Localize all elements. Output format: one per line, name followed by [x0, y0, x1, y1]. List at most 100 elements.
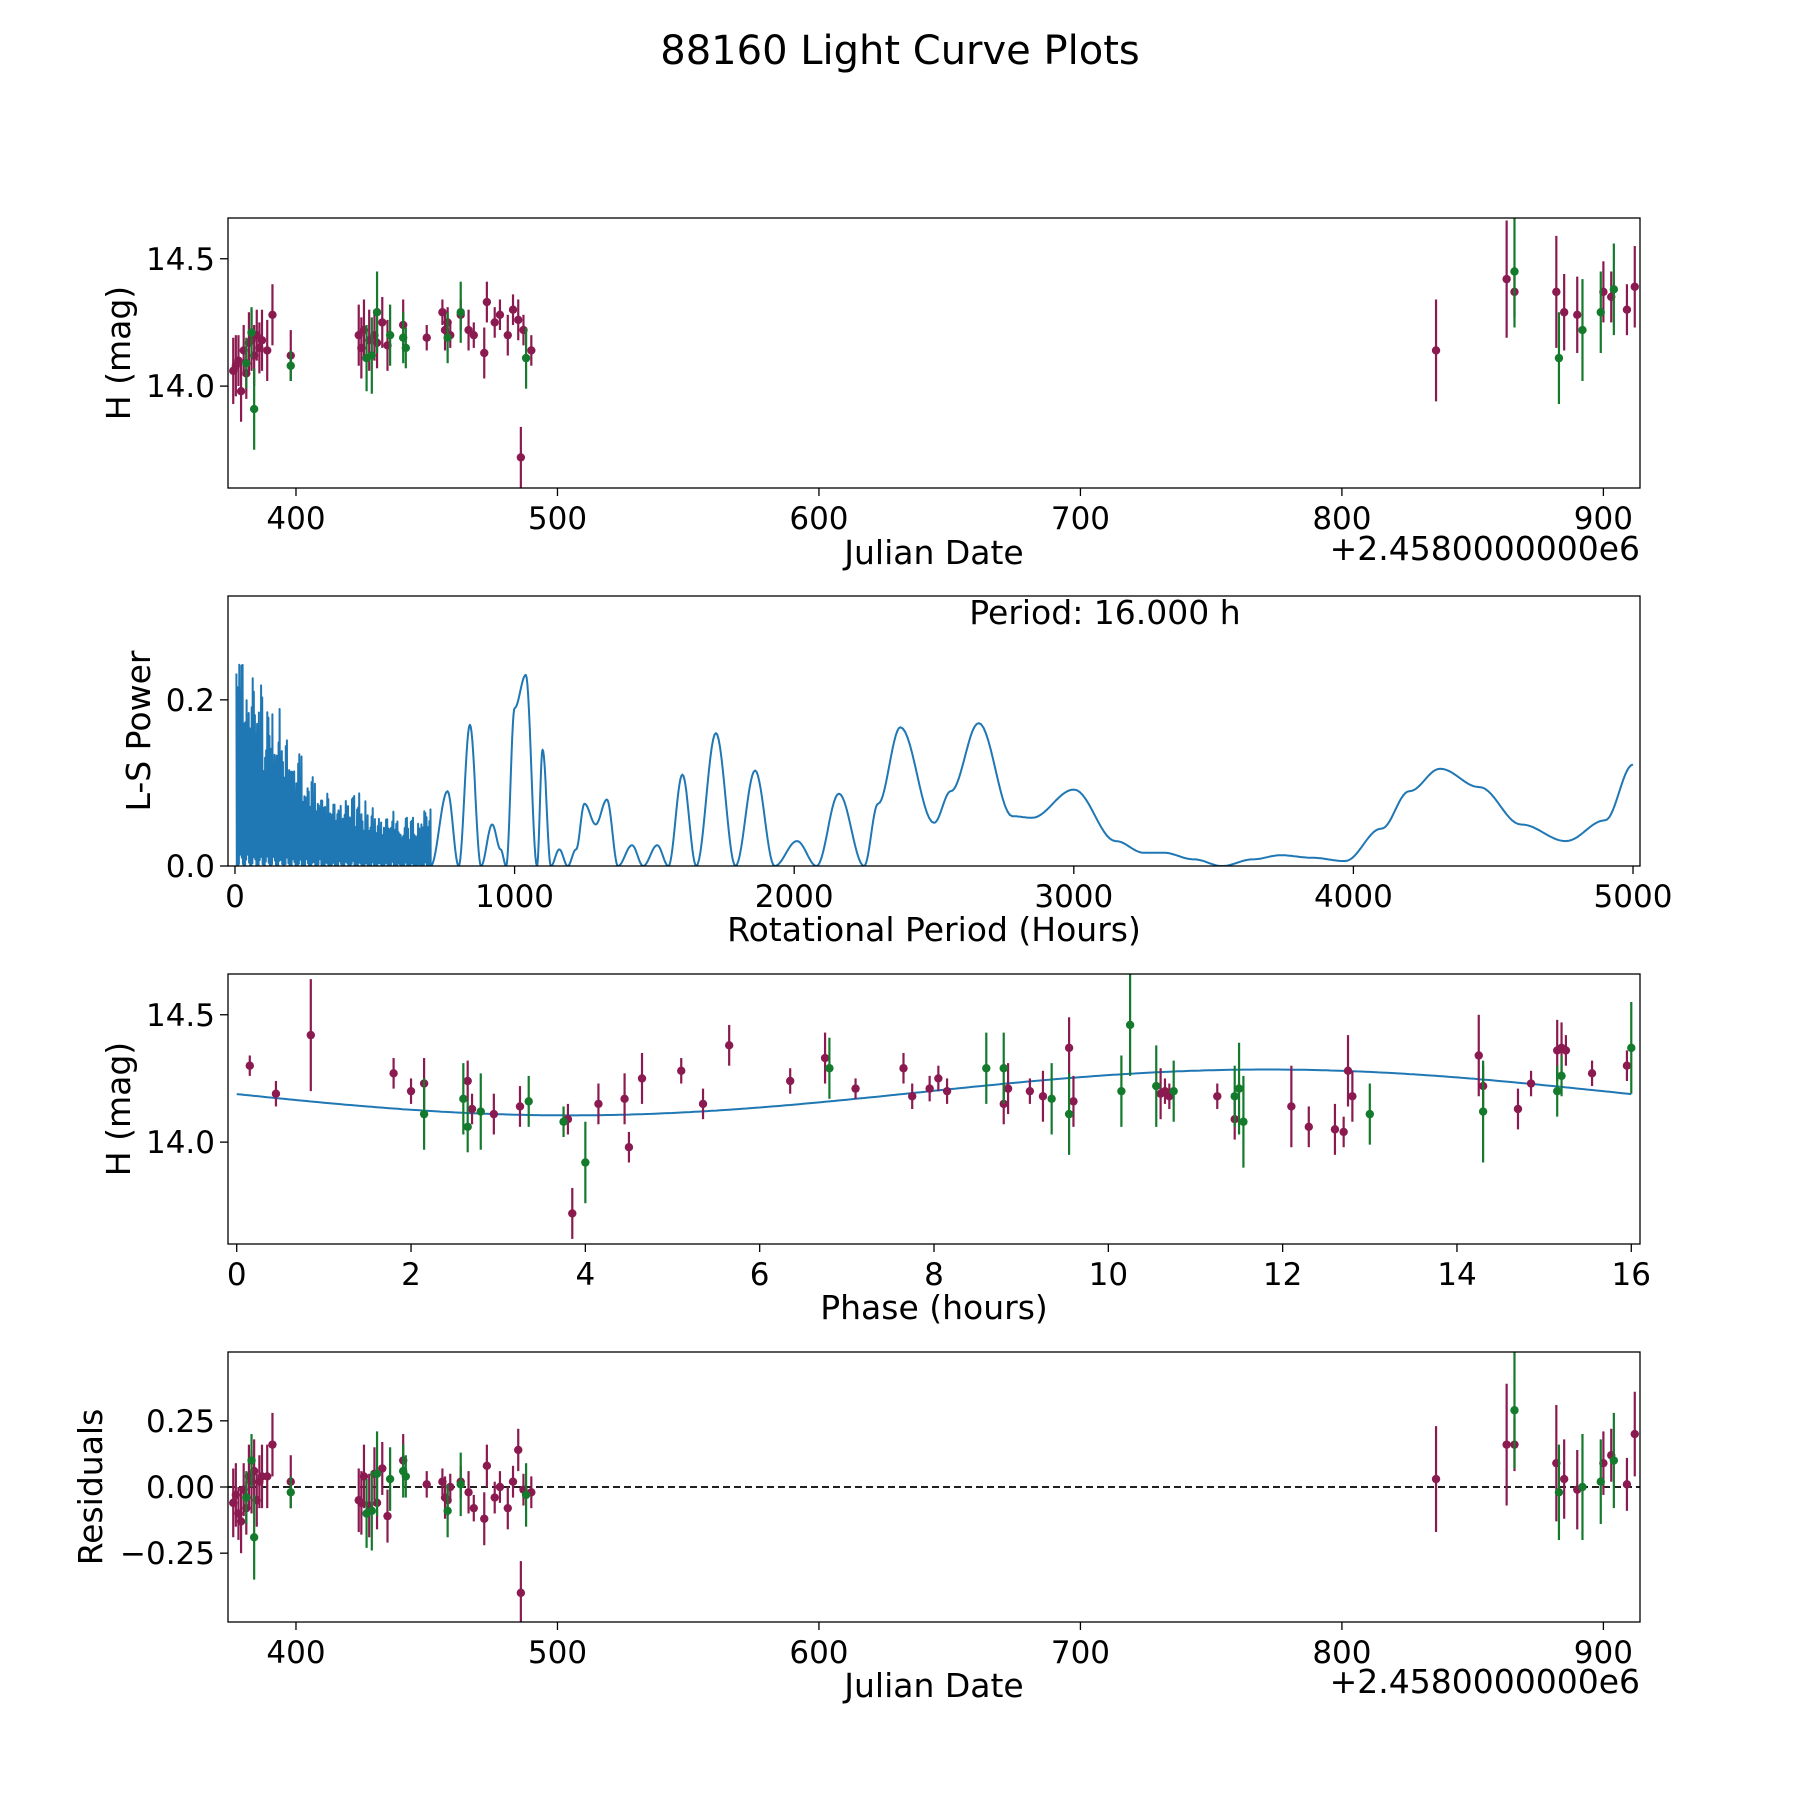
lightcurve-y-label: H (mag): [99, 286, 138, 420]
data-point-lc-magenta: [1502, 274, 1511, 284]
data-point-lc-magenta: [464, 325, 473, 335]
data-point-phase-magenta: [934, 1074, 943, 1083]
data-point-phase-magenta: [1339, 1127, 1348, 1137]
residuals-panel: 400 500 600 700 800 900 −0.25 0.00 0.25 Julian D…: [71, 1351, 1641, 1705]
data-point-phase-magenta: [1526, 1079, 1536, 1088]
data-point-phase-magenta: [1474, 1051, 1483, 1060]
data-point-phase-magenta: [594, 1099, 603, 1109]
x-tick-label-phase-2: 2: [401, 1257, 421, 1293]
x-tick-label-lc-800: 800: [1312, 501, 1371, 537]
data-point-lc-green: [367, 351, 377, 360]
data-point-lc-green: [521, 353, 531, 363]
data-point-phase-magenta: [724, 1041, 734, 1050]
data-point-phase-green: [459, 1094, 468, 1104]
data-point-phase-magenta: [1003, 1084, 1013, 1093]
periodogram-panel: 0 1000 2000 3000 4000 5000 0.0 0.2 Period: 16.0…: [119, 593, 1672, 949]
data-point-phase-green: [1234, 1084, 1244, 1093]
data-point-lc-magenta: [1552, 287, 1561, 297]
data-point-phase-magenta: [785, 1076, 795, 1086]
data-point-resid-green: [286, 1488, 295, 1497]
phase-y-label: H (mag): [99, 1042, 138, 1176]
data-point-resid-magenta: [508, 1477, 518, 1486]
data-point-resid-green: [1554, 1488, 1564, 1497]
data-point-phase-green: [825, 1064, 834, 1073]
data-point-lc-green: [247, 328, 256, 337]
data-point-phase-magenta: [942, 1086, 952, 1096]
lightcurve-frame: [227, 217, 1641, 489]
data-point-resid-magenta: [514, 1445, 523, 1455]
lightcurve-ticks: 400 500 600 700 800 900 14.0 14.5: [146, 242, 1633, 537]
data-point-phase-magenta: [677, 1066, 686, 1075]
y-tick-label-ls-1: 0.2: [166, 683, 215, 719]
data-point-phase-green: [1064, 1109, 1074, 1119]
data-point-resid-green: [1510, 1406, 1519, 1415]
lightcurve-x-label: Julian Date: [842, 533, 1024, 572]
data-point-phase-green: [559, 1117, 568, 1126]
data-point-resid-magenta: [1630, 1429, 1639, 1439]
data-point-resid-magenta: [495, 1482, 505, 1492]
data-point-resid-green: [521, 1490, 531, 1500]
data-point-resid-magenta: [263, 1472, 272, 1481]
figure-title: 88160 Light Curve Plots: [660, 28, 1139, 74]
data-point-resid-magenta: [464, 1488, 473, 1497]
data-point-phase-magenta: [637, 1074, 647, 1083]
y-tick-label-lc-0: 14.0: [146, 369, 215, 405]
data-point-resid-green: [1609, 1456, 1619, 1465]
data-point-phase-green: [419, 1109, 429, 1119]
data-point-resid-green: [367, 1506, 377, 1516]
data-point-resid-green: [1578, 1482, 1587, 1492]
data-point-lc-green: [1510, 267, 1519, 276]
data-point-phase-green: [999, 1064, 1008, 1073]
x-tick-label-phase-6: 6: [750, 1257, 770, 1293]
data-point-phase-magenta: [406, 1086, 416, 1096]
x-tick-label-resid-600: 600: [789, 1635, 848, 1671]
x-tick-label-resid-800: 800: [1312, 1635, 1371, 1671]
data-point-resid-green: [249, 1533, 259, 1542]
residuals-frame: [227, 1351, 1641, 1623]
data-point-resid-green: [242, 1493, 251, 1502]
data-point-phase-green: [581, 1158, 590, 1167]
periodogram-line: [235, 663, 1634, 866]
data-point-lc-magenta: [469, 330, 478, 340]
data-point-lc-magenta: [378, 318, 387, 327]
x-tick-label-lc-400: 400: [266, 501, 325, 537]
data-point-phase-magenta: [1513, 1104, 1523, 1114]
phase-x-label: Phase (hours): [820, 1288, 1048, 1327]
data-point-phase-green: [1230, 1092, 1239, 1101]
data-point-lc-magenta: [482, 297, 492, 307]
data-point-lc-green: [1596, 308, 1605, 317]
data-point-lc-magenta: [514, 315, 523, 325]
x-tick-label-resid-500: 500: [528, 1635, 587, 1671]
data-point-lc-magenta: [1559, 308, 1569, 317]
data-point-phase-green: [1239, 1117, 1248, 1126]
data-point-lc-magenta: [268, 310, 277, 319]
data-point-lc-magenta: [1622, 305, 1632, 314]
data-point-phase-magenta: [908, 1092, 917, 1101]
data-point-phase-green: [1047, 1094, 1056, 1104]
x-tick-label-ls-3000: 3000: [1034, 879, 1113, 915]
x-tick-label-resid-900: 900: [1574, 1635, 1633, 1671]
data-point-resid-green: [1596, 1477, 1605, 1486]
data-point-resid-magenta: [490, 1493, 499, 1502]
x-tick-label-phase-12: 12: [1263, 1257, 1302, 1293]
x-tick-label-ls-2000: 2000: [755, 879, 834, 915]
data-point-lc-green: [1554, 353, 1564, 363]
x-tick-label-resid-700: 700: [1051, 1635, 1110, 1671]
data-point-resid-magenta: [503, 1503, 512, 1513]
data-point-resid-green: [401, 1472, 411, 1481]
data-point-phase-green: [1557, 1071, 1566, 1081]
data-point-lc-magenta: [1431, 346, 1441, 355]
data-point-phase-magenta: [568, 1209, 577, 1218]
data-point-phase-green: [524, 1097, 533, 1106]
residuals-marks: [228, 1352, 1640, 1622]
data-point-phase-magenta: [245, 1061, 254, 1070]
data-point-resid-magenta: [383, 1511, 392, 1521]
data-point-lc-green: [242, 358, 251, 368]
data-point-phase-magenta: [1587, 1069, 1597, 1078]
x-tick-label-phase-10: 10: [1089, 1257, 1128, 1293]
data-point-phase-magenta: [1038, 1092, 1048, 1101]
periodogram-frame: [227, 595, 1641, 867]
data-point-phase-magenta: [925, 1084, 934, 1093]
